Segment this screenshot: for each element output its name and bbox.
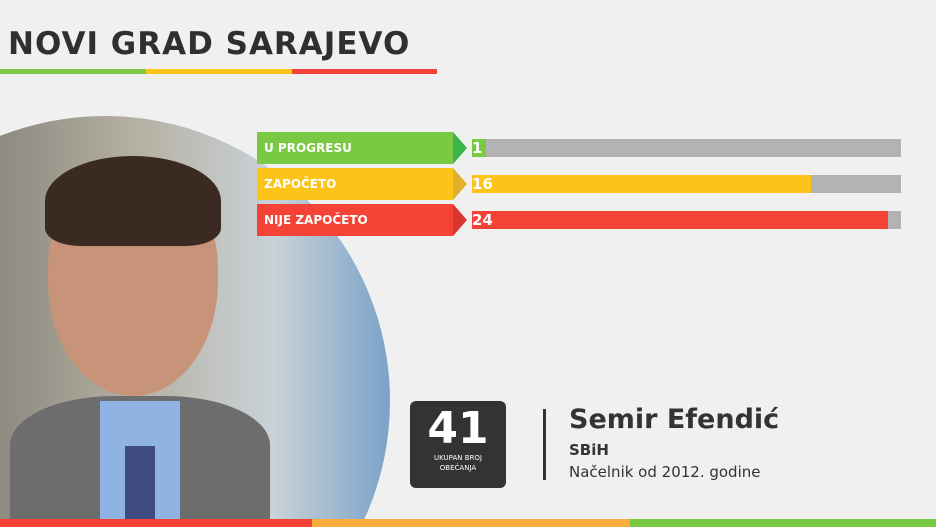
total-caption-1: UKUPAN BROJ	[434, 454, 482, 462]
title-underline-yellow	[146, 69, 292, 74]
portrait-tie	[125, 446, 155, 519]
total-number: 41	[427, 403, 489, 454]
total-promises-badge: 41 UKUPAN BROJ OBEĆANJA	[410, 401, 506, 488]
total-caption-2: OBEĆANJA	[439, 464, 477, 472]
person-party: SBiH	[569, 441, 609, 459]
person-name: Semir Efendić	[569, 404, 780, 435]
title-underline-green	[0, 69, 146, 74]
status-value: 24	[472, 211, 493, 229]
status-fill	[472, 211, 889, 229]
status-row: U PROGRESU 1	[257, 132, 901, 164]
status-row: NIJE ZAPOČETO 24	[257, 204, 901, 236]
status-fill	[472, 175, 811, 193]
arrow-icon	[453, 168, 467, 200]
footer-stripe-green	[630, 519, 936, 527]
status-label: NIJE ZAPOČETO	[257, 204, 453, 236]
footer-stripe-red	[0, 519, 312, 527]
divider	[543, 409, 546, 480]
status-track: 16	[472, 175, 901, 193]
title-underline-red	[292, 69, 437, 74]
status-value: 1	[472, 139, 483, 157]
arrow-icon	[453, 132, 467, 164]
status-label: ZAPOČETO	[257, 168, 453, 200]
status-track: 1	[472, 139, 901, 157]
status-label: U PROGRESU	[257, 132, 453, 164]
portrait-hair	[45, 156, 221, 246]
page-title: NOVI GRAD SARAJEVO	[8, 26, 411, 62]
person-role: Načelnik od 2012. godine	[569, 463, 761, 481]
status-track: 24	[472, 211, 901, 229]
footer-stripe-orange	[312, 519, 630, 527]
status-value: 16	[472, 175, 493, 193]
arrow-icon	[453, 204, 467, 236]
status-row: ZAPOČETO 16	[257, 168, 901, 200]
status-fill	[472, 139, 487, 157]
